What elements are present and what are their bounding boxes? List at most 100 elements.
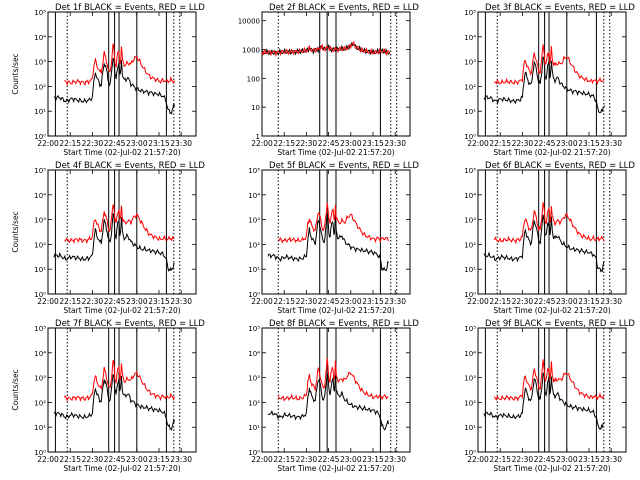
x-tick-label: 23:00 xyxy=(340,297,362,306)
x-tick-label: 23:00 xyxy=(340,139,362,148)
y-tick-label: 1 xyxy=(256,133,260,141)
y-tick-label: 10¹ xyxy=(34,108,46,116)
y-tick-label: 10⁰ xyxy=(34,133,46,141)
x-tick-label: 23:15 xyxy=(148,455,170,464)
chart-title: Det 7f BLACK = Events, RED = LLD xyxy=(55,319,205,329)
y-tick-label: 10¹ xyxy=(248,266,260,274)
y-tick-label: 10⁵ xyxy=(248,325,260,333)
x-tick-label: 23:30 xyxy=(170,139,192,148)
y-tick-label: 10⁰ xyxy=(34,449,46,457)
events-series-line xyxy=(267,212,389,272)
lld-series-line xyxy=(278,202,389,244)
lld-series-line xyxy=(261,40,391,58)
chart-title: Det 5f BLACK = Events, RED = LLD xyxy=(269,161,419,171)
y-tick-label: 10⁴ xyxy=(34,350,46,358)
x-tick-label: 23:00 xyxy=(126,297,148,306)
plot-frame xyxy=(47,11,197,137)
x-tick-label: 22:45 xyxy=(104,139,126,148)
x-tick-label: 23:15 xyxy=(148,139,170,148)
x-tick-label: 23:30 xyxy=(600,297,622,306)
x-tick-label: 22:00 xyxy=(37,455,59,464)
y-tick-label: 10⁰ xyxy=(464,133,476,141)
events-series-line xyxy=(483,372,605,431)
x-axis-label: Start Time (02-Jul-02 21:57:20) xyxy=(493,148,610,157)
x-tick-label: 22:00 xyxy=(251,455,273,464)
x-tick-label: 22:15 xyxy=(273,455,295,464)
x-tick-label: 22:30 xyxy=(512,297,534,306)
x-tick-label: 22:15 xyxy=(59,455,81,464)
x-axis-label: Start Time (02-Jul-02 21:57:20) xyxy=(63,306,180,315)
x-axis-label: Start Time (02-Jul-02 21:57:20) xyxy=(63,148,180,157)
x-tick-label: 23:00 xyxy=(340,455,362,464)
x-tick-label: 23:00 xyxy=(556,139,578,148)
chart-panel-5: Det 5f BLACK = Events, RED = LLD 10⁰ 10¹ 10… xyxy=(248,161,419,315)
y-tick-label: 10² xyxy=(464,399,476,407)
chart-title: Det 4f BLACK = Events, RED = LLD xyxy=(55,161,205,171)
x-tick-label: 23:00 xyxy=(556,455,578,464)
y-tick-label: 10⁰ xyxy=(248,291,260,299)
plot-frame xyxy=(47,327,197,453)
y-axis-label: Counts/sec xyxy=(11,53,20,94)
y-tick-label: 10³ xyxy=(34,375,46,383)
x-tick-label: 23:30 xyxy=(384,297,406,306)
plot-frame xyxy=(47,169,197,295)
x-tick-label: 22:00 xyxy=(467,455,489,464)
chart-panel-4: Det 4f BLACK = Events, RED = LLD 10⁰ 10¹ 10… xyxy=(11,161,205,315)
chart-title: Det 3f BLACK = Events, RED = LLD xyxy=(485,3,635,13)
y-tick-label: 10⁰ xyxy=(464,291,476,299)
y-tick-label: 100 xyxy=(247,75,260,83)
chart-title: Det 2f BLACK = Events, RED = LLD xyxy=(269,3,419,13)
x-axis-label: Start Time (02-Jul-02 21:57:20) xyxy=(277,148,394,157)
x-tick-label: 22:00 xyxy=(37,297,59,306)
x-tick-label: 22:45 xyxy=(318,297,340,306)
y-tick-label: 10³ xyxy=(464,217,476,225)
chart-panel-2: Det 2f BLACK = Events, RED = LLD 1 10 100 10… xyxy=(238,3,420,157)
y-tick-label: 10⁵ xyxy=(464,325,476,333)
x-tick-label: 22:45 xyxy=(104,455,126,464)
chart-panel-9: Det 9f BLACK = Events, RED = LLD 10⁰ 10¹ 10… xyxy=(464,319,635,473)
chart-panel-3: Det 3f BLACK = Events, RED = LLD 10⁰ 10¹ 10… xyxy=(464,3,635,157)
lld-series-line xyxy=(493,202,605,245)
x-tick-label: 22:30 xyxy=(512,455,534,464)
x-tick-label: 22:30 xyxy=(82,455,104,464)
x-tick-label: 23:30 xyxy=(384,139,406,148)
lld-series-line xyxy=(277,358,389,402)
x-tick-label: 23:15 xyxy=(578,297,600,306)
y-tick-label: 10⁵ xyxy=(34,167,46,175)
y-tick-label: 10³ xyxy=(248,375,260,383)
y-tick-label: 10¹ xyxy=(34,266,46,274)
x-tick-label: 23:30 xyxy=(600,455,622,464)
x-tick-label: 23:30 xyxy=(170,297,192,306)
y-tick-label: 10¹ xyxy=(248,424,260,432)
x-tick-label: 22:30 xyxy=(296,455,318,464)
x-tick-label: 23:15 xyxy=(362,297,384,306)
y-axis-label: Counts/sec xyxy=(11,369,20,410)
x-tick-label: 22:15 xyxy=(59,297,81,306)
y-tick-label: 10⁴ xyxy=(248,192,260,200)
x-tick-label: 22:45 xyxy=(318,139,340,148)
events-series-line xyxy=(53,373,175,431)
x-tick-label: 22:30 xyxy=(82,139,104,148)
events-series-line xyxy=(261,41,391,56)
y-tick-label: 10¹ xyxy=(464,424,476,432)
y-tick-label: 10⁵ xyxy=(34,9,46,17)
plot-frame xyxy=(477,327,627,453)
y-axis-label: Counts/sec xyxy=(11,211,20,252)
lld-series-line xyxy=(494,44,605,86)
y-tick-label: 10⁴ xyxy=(464,192,476,200)
x-tick-label: 23:30 xyxy=(384,455,406,464)
y-tick-label: 10 xyxy=(251,104,260,112)
x-tick-label: 22:45 xyxy=(534,297,556,306)
y-tick-label: 10⁴ xyxy=(464,350,476,358)
x-tick-label: 22:00 xyxy=(251,139,273,148)
chart-title: Det 1f BLACK = Events, RED = LLD xyxy=(55,3,205,13)
plot-frame xyxy=(477,169,627,295)
y-tick-label: 10² xyxy=(34,399,46,407)
x-tick-label: 22:00 xyxy=(251,297,273,306)
x-tick-label: 23:00 xyxy=(126,455,148,464)
y-tick-label: 10² xyxy=(34,241,46,249)
chart-panel-6: Det 6f BLACK = Events, RED = LLD 10⁰ 10¹ 10… xyxy=(464,161,635,315)
x-tick-label: 22:00 xyxy=(467,139,489,148)
x-tick-label: 23:15 xyxy=(578,455,600,464)
x-tick-label: 22:00 xyxy=(467,297,489,306)
